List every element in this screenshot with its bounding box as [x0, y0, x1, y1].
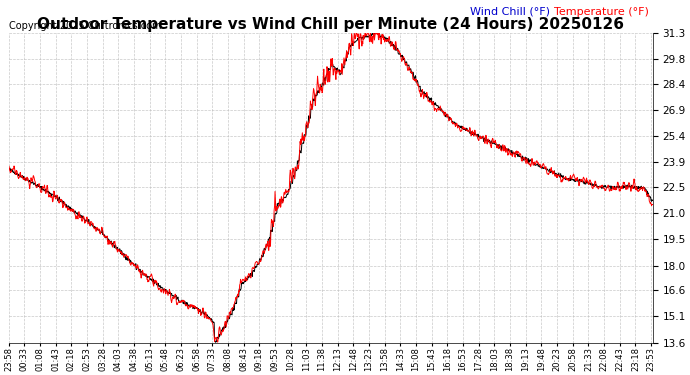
Title: Outdoor Temperature vs Wind Chill per Minute (24 Hours) 20250126: Outdoor Temperature vs Wind Chill per Mi… [37, 17, 624, 32]
Text: Copyright 2025 Curtronics.com: Copyright 2025 Curtronics.com [9, 21, 161, 31]
Legend: Wind Chill (°F), Temperature (°F): Wind Chill (°F), Temperature (°F) [466, 2, 653, 21]
